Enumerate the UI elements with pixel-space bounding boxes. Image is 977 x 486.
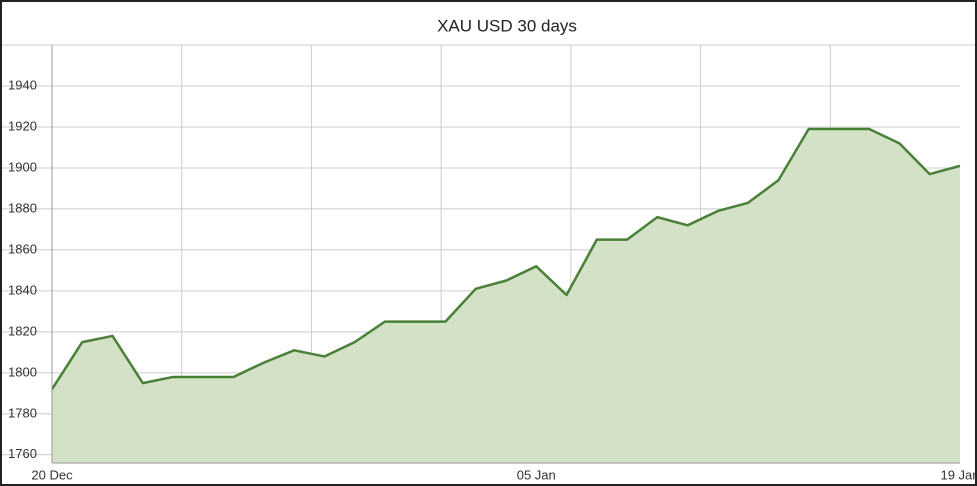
y-tick-label: 1920 [8,118,37,133]
y-tick-label: 1780 [8,405,37,420]
x-tick-label: 05 Jan [517,467,556,482]
y-tick-label: 1880 [8,200,37,215]
y-tick-label: 1840 [8,282,37,297]
y-tick-label: 1760 [8,446,37,461]
area-fill [52,129,960,463]
y-tick-label: 1940 [8,77,37,92]
x-tick-label: 20 Dec [31,467,73,482]
line [50,127,961,390]
y-tick-label: 1800 [8,364,37,379]
x-tick-label: 19 Jan [940,467,977,482]
y-tick-label: 1900 [8,159,37,174]
chart-title: XAU USD 30 days [437,16,577,35]
y-tick-label: 1860 [8,241,37,256]
y-tick-label: 1820 [8,323,37,338]
